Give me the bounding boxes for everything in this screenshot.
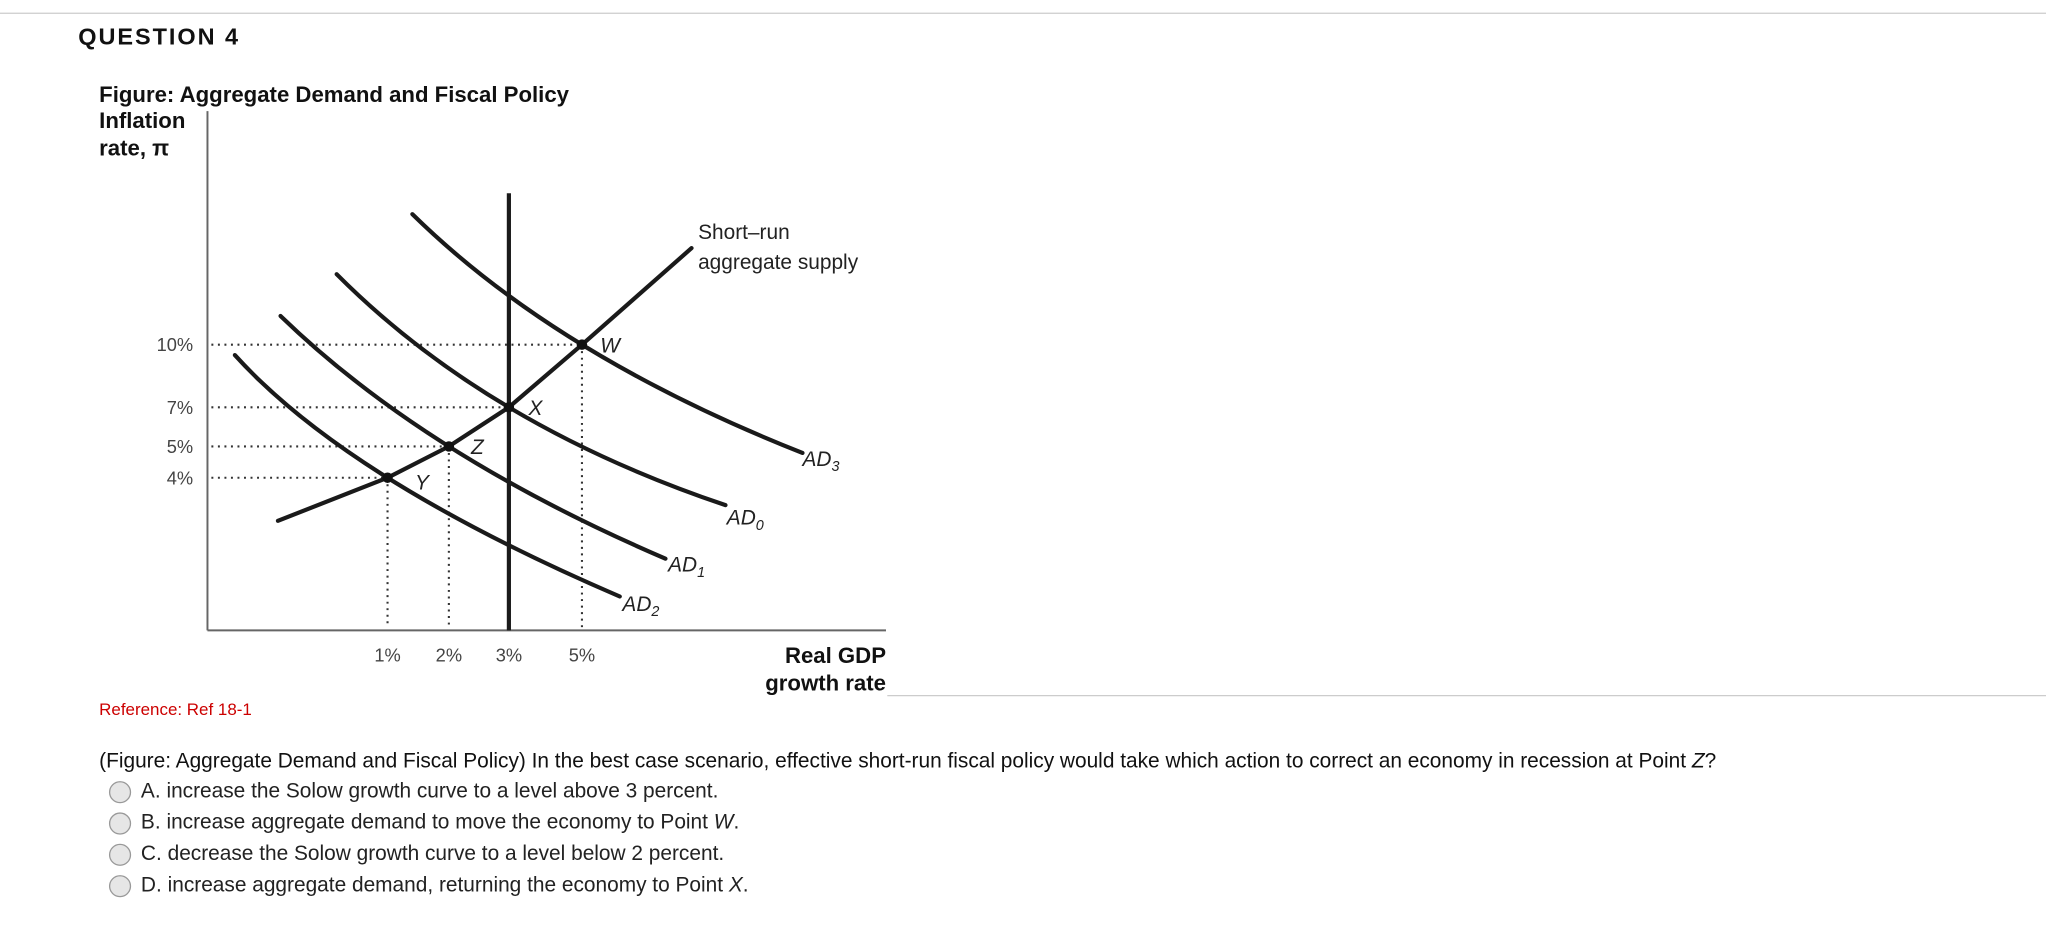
- point-label: Z: [470, 436, 485, 459]
- y-tick-label: 4%: [167, 467, 193, 488]
- curve-sub: 1: [697, 565, 705, 581]
- option[interactable]: D. increase aggregate demand, returning …: [108, 873, 749, 898]
- question-prompt: (Figure: Aggregate Demand and Fiscal Pol…: [99, 749, 1716, 772]
- curve-label: AD1: [666, 554, 705, 581]
- curve-name: AD: [725, 507, 756, 530]
- point-label: X: [527, 397, 543, 420]
- sras-label: Short–run: [698, 221, 790, 244]
- y-tick-label: 10%: [157, 334, 194, 355]
- curve-name: AD: [666, 554, 697, 577]
- x-label: growth rate: [765, 670, 886, 695]
- x-tick-label: 5%: [569, 645, 595, 666]
- sras-curve: [275, 246, 694, 523]
- option-text[interactable]: B. increase aggregate demand to move the…: [141, 811, 739, 834]
- curve-label: AD0: [725, 507, 764, 534]
- curve-name: AD: [800, 448, 831, 471]
- option-letter: C.: [141, 842, 162, 865]
- option-end: .: [743, 873, 749, 896]
- y-label: rate, π: [99, 135, 169, 160]
- option-letter: B.: [141, 811, 161, 834]
- curve-label: AD3: [800, 448, 839, 475]
- x-label: Real GDP: [785, 643, 886, 668]
- prompt-end: ?: [1705, 749, 1717, 772]
- figure: 10% 7% 5% 4% 1% 2% 3% 5% Short–run aggre…: [157, 111, 886, 695]
- option-text[interactable]: C. decrease the Solow growth curve to a …: [141, 842, 724, 865]
- option-point: X: [728, 873, 744, 896]
- prompt-point: Z: [1691, 749, 1706, 772]
- point: [443, 441, 455, 452]
- curve-name: AD: [620, 593, 651, 616]
- option-body: increase aggregate demand, returning the…: [168, 873, 729, 896]
- figure-title: Figure: Aggregate Demand and Fiscal Poli…: [99, 82, 569, 107]
- point: [503, 402, 515, 413]
- option-body: decrease the Solow growth curve to a lev…: [168, 842, 725, 865]
- option[interactable]: A. increase the Solow growth curve to a …: [108, 779, 719, 804]
- option-body: increase the Solow growth curve to a lev…: [166, 779, 718, 802]
- x-tick-label: 3%: [496, 645, 522, 666]
- question-heading: QUESTION 4: [78, 24, 240, 50]
- y-tick-label: 5%: [167, 436, 193, 457]
- point-label: W: [600, 334, 622, 357]
- option[interactable]: B. increase aggregate demand to move the…: [108, 811, 740, 835]
- option-letter: A.: [141, 779, 161, 802]
- option-body: increase aggregate demand to move the ec…: [166, 811, 713, 834]
- curve-sub: 0: [756, 518, 764, 534]
- curve-sub: 3: [831, 459, 839, 475]
- y-label: Inflation: [99, 108, 185, 133]
- point: [576, 339, 588, 350]
- option[interactable]: C. decrease the Solow growth curve to a …: [108, 842, 725, 866]
- radio-button[interactable]: [108, 843, 132, 866]
- option-text[interactable]: D. increase aggregate demand, returning …: [141, 873, 749, 896]
- point-label: Y: [415, 471, 431, 494]
- sras-label: aggregate supply: [698, 251, 859, 274]
- option-point: W: [714, 811, 736, 834]
- x-tick-label: 2%: [436, 645, 462, 666]
- prompt-text: (Figure: Aggregate Demand and Fiscal Pol…: [99, 749, 1692, 772]
- y-tick-label: 7%: [167, 397, 193, 418]
- reference: Reference: Ref 18-1: [99, 700, 252, 719]
- curve-sub: 2: [650, 604, 659, 620]
- option-letter: D.: [141, 873, 162, 896]
- point: [382, 472, 393, 483]
- curve-label: AD2: [620, 593, 659, 620]
- radio-button[interactable]: [108, 812, 132, 835]
- option-text[interactable]: A. increase the Solow growth curve to a …: [141, 779, 718, 802]
- x-tick-label: 1%: [374, 645, 400, 666]
- option-end: .: [733, 811, 739, 834]
- radio-button[interactable]: [108, 781, 132, 804]
- radio-button[interactable]: [108, 875, 132, 898]
